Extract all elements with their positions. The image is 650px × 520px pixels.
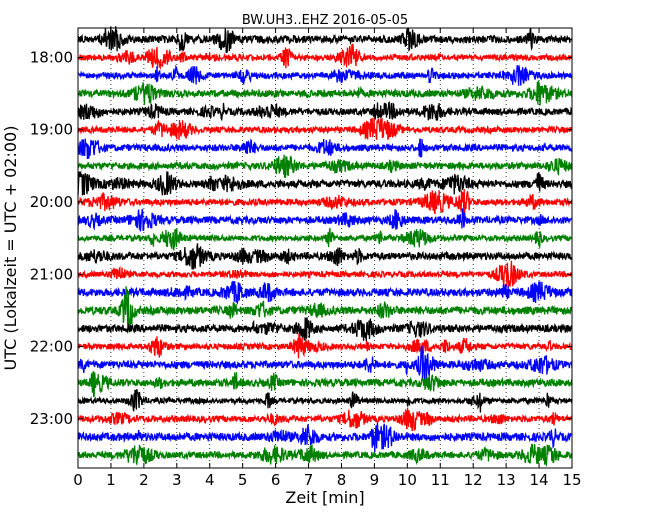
x-tick-label-10: 10 bbox=[398, 471, 417, 489]
x-tick-label-2: 2 bbox=[139, 471, 149, 489]
chart-title: BW.UH3..EHZ 2016-05-05 bbox=[242, 13, 408, 28]
x-tick-label-4: 4 bbox=[205, 471, 215, 489]
x-tick-label-1: 1 bbox=[106, 471, 116, 489]
y-tick-label-3: 21:00 bbox=[30, 265, 73, 283]
trace-2215 bbox=[77, 345, 573, 382]
trace-2145 bbox=[77, 317, 573, 342]
trace-1800 bbox=[77, 43, 573, 71]
trace-2030 bbox=[77, 228, 573, 251]
x-tick-label-14: 14 bbox=[530, 471, 549, 489]
trace-2245 bbox=[77, 389, 573, 413]
trace-2330 bbox=[77, 443, 573, 468]
trace-1830 bbox=[77, 80, 573, 106]
x-axis: 0 1 2 3 4 5 6 7 8 9 10 11 12 13 14 15 bbox=[73, 28, 582, 489]
x-tick-label-3: 3 bbox=[172, 471, 182, 489]
grid bbox=[110, 28, 540, 468]
y-tick-label-0: 18:00 bbox=[30, 48, 73, 66]
x-tick-label-7: 7 bbox=[304, 471, 314, 489]
trace-2115 bbox=[77, 280, 573, 305]
x-tick-label-8: 8 bbox=[337, 471, 347, 489]
x-tick-label-13: 13 bbox=[497, 471, 516, 489]
trace-2200 bbox=[77, 333, 573, 359]
trace-2300 bbox=[77, 407, 573, 432]
trace-1945 bbox=[77, 170, 573, 196]
y-tick-label-5: 23:00 bbox=[30, 410, 73, 428]
x-axis-label: Zeit [min] bbox=[285, 488, 364, 507]
trace-1845 bbox=[77, 101, 573, 122]
trace-2230 bbox=[77, 371, 573, 398]
trace-1900 bbox=[77, 117, 573, 141]
y-tick-label-1: 19:00 bbox=[30, 121, 73, 139]
trace-2045 bbox=[77, 243, 573, 270]
traces bbox=[77, 26, 573, 468]
x-tick-label-5: 5 bbox=[238, 471, 248, 489]
y-tick-label-4: 22:00 bbox=[30, 338, 73, 356]
trace-2015 bbox=[77, 208, 573, 232]
x-tick-label-11: 11 bbox=[431, 471, 450, 489]
x-tick-label-0: 0 bbox=[73, 471, 83, 489]
trace-1745 bbox=[77, 26, 573, 53]
x-tick-label-12: 12 bbox=[464, 471, 483, 489]
plot-frame bbox=[77, 27, 573, 469]
y-axis-label: UTC (Lokalzeit = UTC + 02:00) bbox=[1, 126, 20, 371]
trace-2000 bbox=[77, 188, 573, 216]
x-tick-label-15: 15 bbox=[562, 471, 581, 489]
trace-2315 bbox=[77, 422, 573, 453]
trace-2100 bbox=[77, 260, 573, 289]
y-tick-label-2: 20:00 bbox=[30, 193, 73, 211]
trace-2130 bbox=[77, 286, 573, 333]
x-tick-label-6: 6 bbox=[271, 471, 281, 489]
trace-1930 bbox=[77, 154, 573, 178]
trace-1915 bbox=[77, 138, 573, 160]
y-axis: 18:00 19:00 20:00 21:00 22:00 23:00 bbox=[30, 48, 572, 428]
x-tick-label-9: 9 bbox=[370, 471, 380, 489]
trace-1815 bbox=[77, 64, 573, 86]
